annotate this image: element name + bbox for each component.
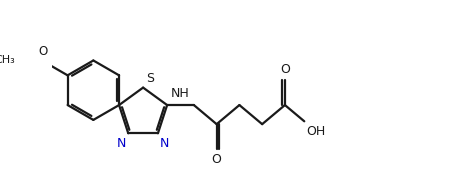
Text: O: O (211, 153, 221, 166)
Text: N: N (117, 137, 127, 150)
Text: NH: NH (171, 87, 190, 100)
Text: O: O (280, 64, 290, 76)
Text: CH₃: CH₃ (0, 55, 16, 65)
Text: N: N (159, 137, 169, 150)
Text: OH: OH (306, 125, 325, 138)
Text: S: S (146, 72, 154, 85)
Text: O: O (39, 45, 48, 58)
